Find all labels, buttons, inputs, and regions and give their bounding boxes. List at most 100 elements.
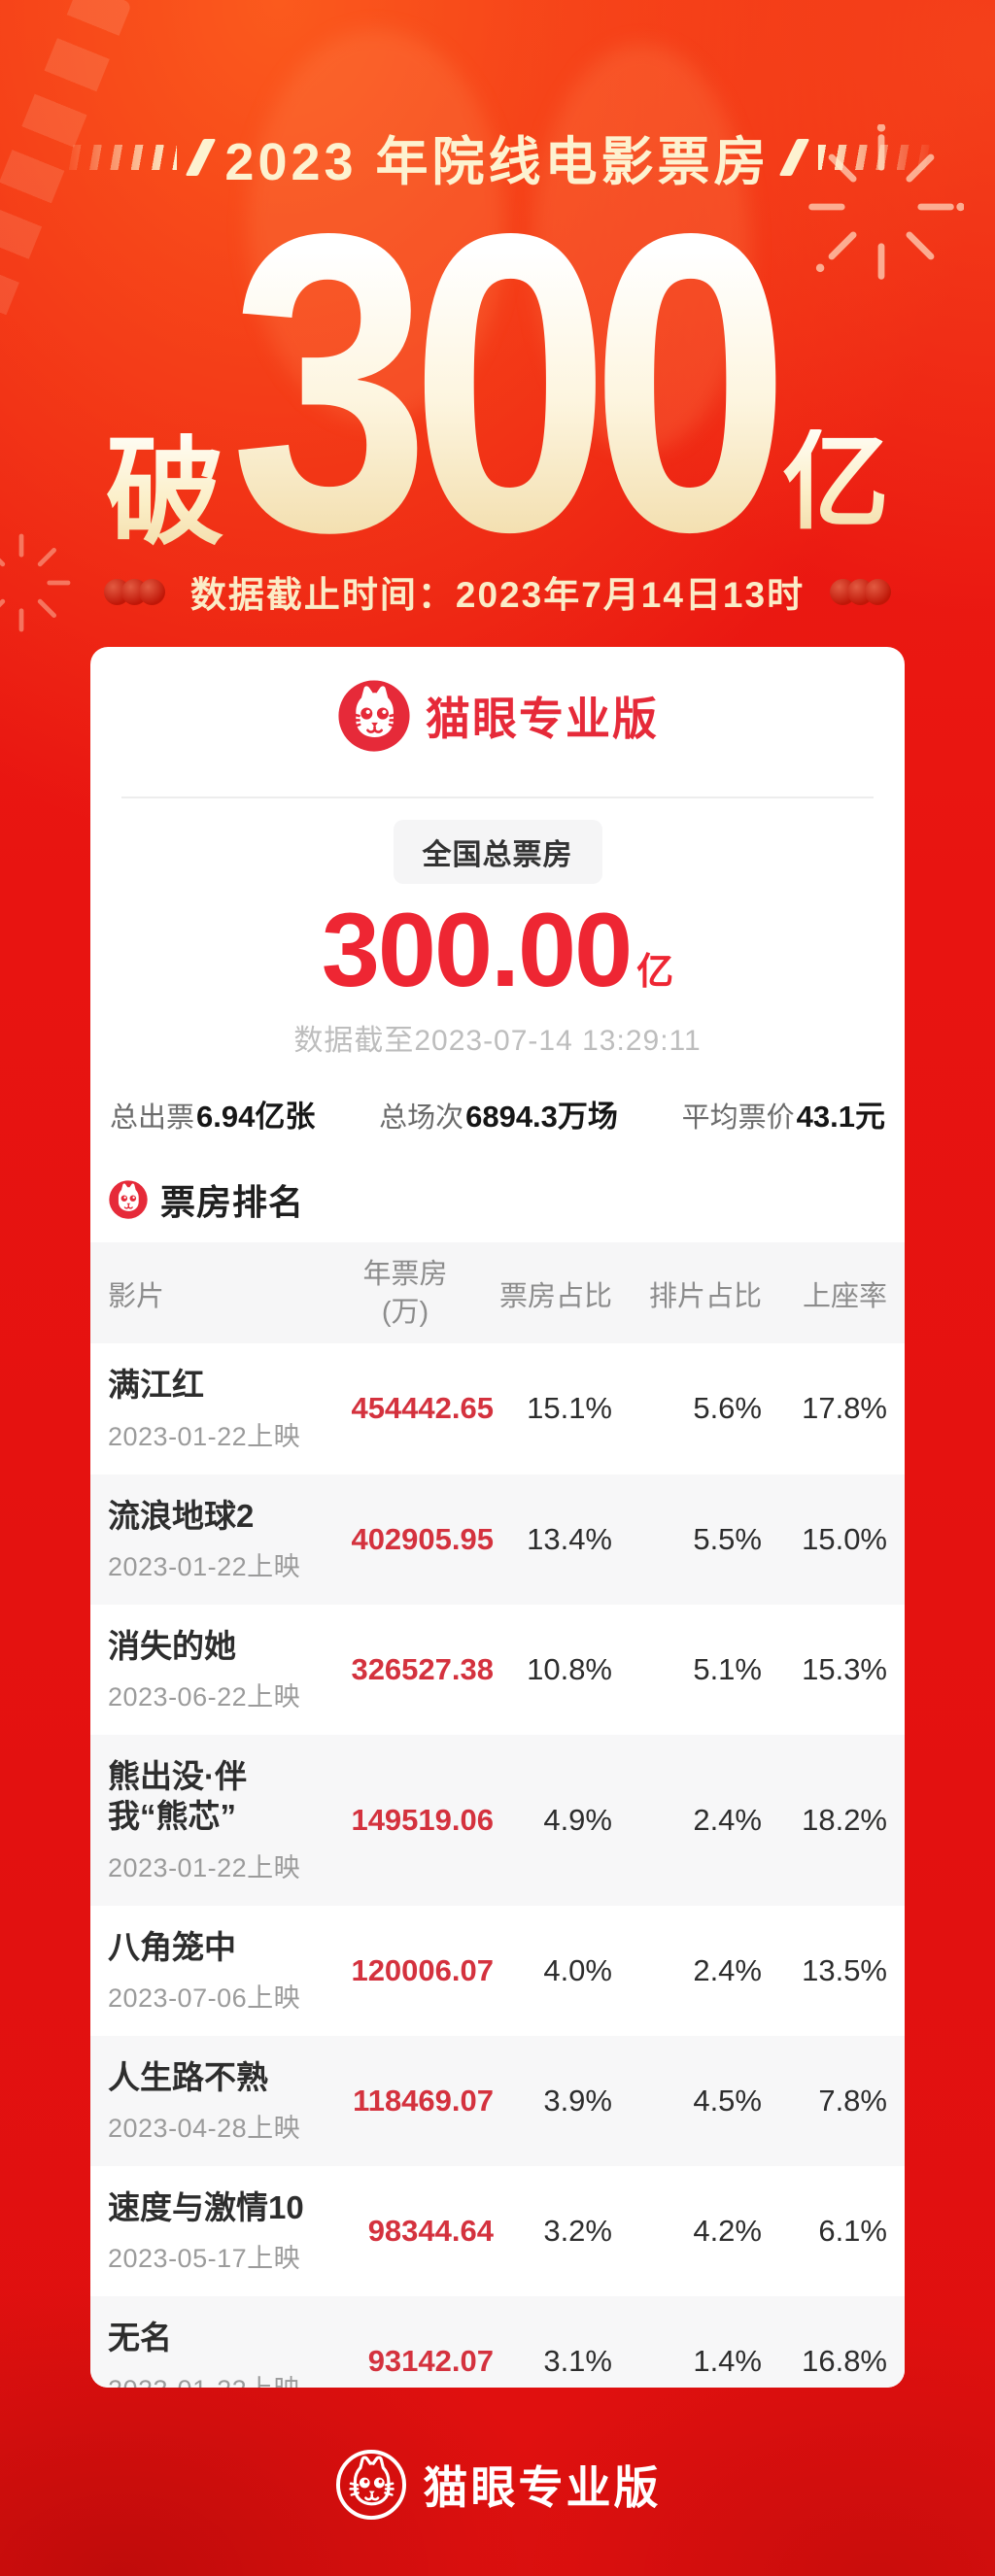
box-share-value: 4.9% [543,1802,612,1837]
table-row: 速度与激情10 2023-05-17上映 98344.64 3.2% 4.2% … [90,2166,905,2296]
headline-prefix: 破 [105,426,224,559]
column-film: 影片 [108,1281,165,1313]
film-cell: 熊出没·伴我“熊芯” 2023-01-22上映 [108,1756,317,1884]
ranking-table: 满江红 2023-01-22上映 454442.65 15.1% 5.6% 17… [90,1343,905,2388]
film-cell: 消失的她 2023-06-22上映 [108,1626,317,1713]
column-box-share: 票房占比 [498,1281,612,1313]
annual-box-office-value: 402905.95 [351,1521,494,1556]
maoyan-cat-outline-icon [335,2449,406,2521]
maoyan-cat-logo-icon [338,680,410,752]
box-share-value: 10.8% [527,1651,612,1686]
attendance-rate-value: 17.8% [802,1391,887,1426]
ranking-section-header: 票房排名 [108,1174,887,1225]
film-cell: 速度与激情10 2023-05-17上映 [108,2187,317,2275]
firework-icon [0,533,71,632]
annual-box-office-value: 98344.64 [367,2214,494,2249]
background-highlight-shape [532,44,751,452]
attendance-rate-value: 6.1% [818,2214,887,2249]
movie-release-date: 2023-06-22上映 [108,1682,301,1712]
film-cell: 八角笼中 2023-07-06上映 [108,1927,317,2015]
table-row: 熊出没·伴我“熊芯” 2023-01-22上映 149519.06 4.9% 2… [90,1735,905,1906]
movie-release-date: 2023-05-17上映 [108,2244,301,2274]
headline-number: 300 [230,172,791,595]
slash-decoration-left [52,144,178,170]
column-annual-box-office: 年票房 (万) [362,1259,448,1329]
data-as-of: 数据截至2023-07-14 13:29:11 [293,1025,702,1057]
movie-release-date: 2023-01-22上映 [108,2368,317,2388]
attendance-rate-value: 15.3% [802,1651,887,1686]
summary-stats: 总出票6.94亿张 总场次6894.3万场 平均票价43.1元 [110,1092,885,1135]
movie-title: 无名 [108,2320,172,2356]
movie-title: 流浪地球2 [108,1497,255,1534]
movie-title: 速度与激情10 [108,2189,304,2226]
dots-decoration-left [103,578,165,605]
footer-brand: 猫眼专业版 [0,2448,995,2522]
headline-unit: 亿 [782,423,890,542]
table-row: 满江红 2023-01-22上映 454442.65 15.1% 5.6% 17… [90,1343,905,1474]
stat-total-tickets: 总出票6.94亿张 [110,1100,316,1134]
attendance-rate-value: 15.0% [802,1521,887,1556]
box-share-value: 13.4% [527,1521,612,1556]
poster-title: 2023 年院线电影票房 [224,133,771,191]
attendance-rate-value: 13.5% [802,1952,887,1987]
screening-share-value: 2.4% [693,1952,762,1987]
slash-decoration [778,138,809,176]
table-row: 无名 2023-01-22上映 93142.07 3.1% 1.4% 16.8% [90,2296,905,2388]
screening-share-value: 1.4% [693,2344,762,2379]
divider [121,797,874,798]
annual-box-office-value: 120006.07 [351,1952,494,1987]
film-cell: 人生路不熟 2023-04-28上映 [108,2057,317,2145]
movie-title: 人生路不熟 [108,2058,268,2095]
column-screening-share: 排片占比 [648,1281,762,1313]
annual-box-office-value: 118469.07 [353,2083,494,2118]
national-total-badge: 全国总票房 [393,820,602,884]
screening-share-value: 4.2% [693,2214,762,2249]
screening-share-value: 5.1% [693,1651,762,1686]
annual-box-office-value: 93142.07 [367,2344,494,2379]
slash-decoration [186,138,217,176]
box-share-value: 15.1% [527,1391,612,1426]
stat-total-screenings: 总场次6894.3万场 [379,1100,618,1134]
box-share-value: 3.1% [543,2344,612,2379]
table-row: 八角笼中 2023-07-06上映 120006.07 4.0% 2.4% 13… [90,1906,905,2036]
movie-title: 消失的她 [108,1627,236,1664]
cutoff-banner: 数据截止时间：2023年7月14日13时 [0,565,995,618]
column-attendance: 上座率 [802,1281,887,1313]
attendance-rate-value: 16.8% [802,2344,887,2379]
stat-average-price: 平均票价43.1元 [681,1100,885,1134]
footer-brand-name: 猫眼专业版 [423,2462,662,2513]
cutoff-text: 数据截止时间：2023年7月14日13时 [189,575,806,615]
ranking-title: 票房排名 [160,1182,305,1222]
table-row: 人生路不熟 2023-04-28上映 118469.07 3.9% 4.5% 7… [90,2035,905,2167]
box-share-value: 3.9% [543,2083,612,2118]
film-cell: 流浪地球2 2023-01-22上映 [108,1496,317,1583]
maoyan-cat-small-icon [109,1180,148,1219]
movie-title: 熊出没·伴我“熊芯” [108,1758,247,1835]
dots-decoration-right [830,578,892,605]
data-card: 猫眼专业版 全国总票房 300.00 亿 数据截至2023-07-14 13:2… [90,647,905,2388]
annual-box-office-value: 326527.38 [351,1651,494,1686]
total-box-office: 300.00 亿 [108,898,887,1002]
movie-release-date: 2023-01-22上映 [108,1852,301,1882]
poster-header: 2023 年院线电影票房 [0,119,995,195]
table-header: 影片 年票房 (万) 票房占比 排片占比 上座率 [90,1242,905,1344]
screening-share-value: 2.4% [693,1802,762,1837]
total-unit: 亿 [636,952,674,993]
attendance-rate-value: 7.8% [818,2083,887,2118]
total-value: 300.00 [321,891,633,1008]
slash-decoration-right [817,144,943,170]
movie-release-date: 2023-07-06上映 [108,1983,301,2013]
brand-name: 猫眼专业版 [426,694,659,744]
screening-share-value: 5.6% [693,1391,762,1426]
attendance-rate-value: 18.2% [802,1802,887,1837]
annual-box-office-value: 149519.06 [351,1802,494,1837]
movie-release-date: 2023-01-22上映 [108,1421,301,1451]
screening-share-value: 5.5% [693,1521,762,1556]
movie-release-date: 2023-04-28上映 [108,2114,301,2144]
table-row: 消失的她 2023-06-22上映 326527.38 10.8% 5.1% 1… [90,1605,905,1735]
box-share-value: 4.0% [543,1952,612,1987]
brand-header: 猫眼专业版 [108,678,887,754]
movie-title: 八角笼中 [108,1928,236,1965]
box-share-value: 3.2% [543,2214,612,2249]
screening-share-value: 4.5% [693,2083,762,2118]
